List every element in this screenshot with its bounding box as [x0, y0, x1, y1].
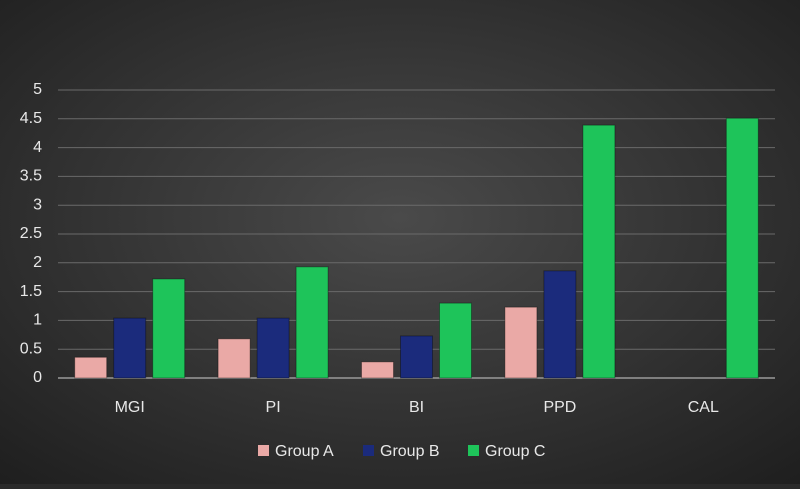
x-tick-label: PPD [543, 399, 576, 416]
y-tick-label: 3.5 [20, 168, 42, 185]
bar [543, 270, 577, 379]
bar [725, 117, 759, 379]
y-tick-label: 4.5 [20, 110, 42, 127]
y-tick-label: 0.5 [20, 340, 42, 357]
bar [504, 306, 538, 379]
y-tick-label: 4 [33, 139, 42, 156]
legend-swatch [363, 445, 374, 456]
y-tick-label: 1.5 [20, 283, 42, 300]
bar [400, 335, 433, 379]
bar [74, 356, 108, 379]
y-tick-label: 2 [33, 254, 42, 271]
legend-label: Group B [380, 443, 440, 460]
y-tick-label: 0 [33, 369, 42, 386]
y-tick-label: 1 [33, 312, 42, 329]
legend-label: Group C [485, 443, 545, 460]
x-tick-label: CAL [688, 399, 719, 416]
x-tick-label: BI [409, 399, 424, 416]
bar [217, 338, 251, 379]
legend-swatch [258, 445, 269, 456]
legend-swatch [468, 445, 479, 456]
legend-label: Group A [275, 443, 334, 460]
bar [361, 361, 394, 379]
y-tick-label: 5 [33, 81, 42, 98]
bar [152, 278, 186, 379]
bar [256, 317, 290, 379]
y-tick-label: 3 [33, 196, 42, 213]
bar [295, 266, 329, 379]
bar [439, 302, 472, 379]
bar [113, 317, 147, 379]
x-tick-label: PI [266, 399, 281, 416]
x-tick-label: MGI [115, 399, 145, 416]
y-tick-label: 2.5 [20, 225, 42, 242]
bar [582, 124, 616, 379]
